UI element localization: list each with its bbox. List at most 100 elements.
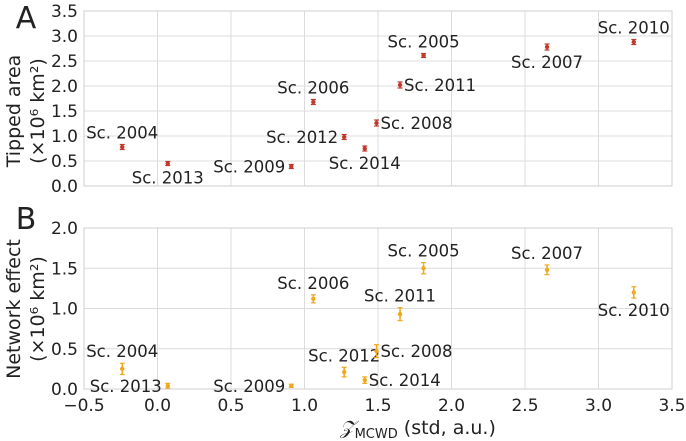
panel-b-y-axis-label-line2: (×10⁶ km²): [27, 256, 49, 362]
point-marker: [631, 39, 636, 45]
panel-b-network-effect: 0.00.51.01.52.0 −0.5 0.0 0.5 1.0 1.5 2.0 2.5 3.…: [3, 202, 686, 441]
panel-b-data-point: Sc. 2013: [90, 377, 171, 396]
point-marker: [165, 161, 170, 166]
point-label: Sc. 2009: [213, 158, 285, 177]
point-label: Sc. 2004: [86, 342, 158, 361]
panel-a-y-tick-label: 2.5: [51, 52, 78, 72]
point-label: Sc. 2013: [90, 377, 162, 396]
point-label: Sc. 2004: [86, 124, 158, 143]
panel-b-y-ticks: 0.0 0.5 1.0 1.5 2.0: [51, 219, 78, 400]
point-label: Sc. 2010: [598, 19, 670, 38]
point-label: Sc. 2006: [277, 79, 349, 98]
point-label: Sc. 2008: [381, 114, 453, 133]
panel-b-points: Sc. 2004 Sc. 2013 Sc. 2009 Sc. 2006 Sc. 2012…: [86, 242, 670, 396]
point-label: Sc. 2008: [381, 342, 453, 361]
x-tick-label: 2.5: [511, 396, 538, 416]
point-marker: [120, 366, 125, 372]
point-label: Sc. 2011: [404, 76, 476, 95]
point-label: Sc. 2007: [511, 244, 583, 263]
x-tick-label: 1.0: [291, 396, 318, 416]
point-marker: [374, 348, 379, 354]
point-marker: [289, 383, 294, 388]
panel-b-data-point: Sc. 2007: [511, 244, 583, 276]
x-tick-label: 2.0: [438, 396, 465, 416]
panel-b-letter: B: [16, 202, 37, 237]
x-tick-label: 0.5: [217, 396, 244, 416]
point-marker: [120, 144, 125, 150]
panel-a-data-point: Sc. 2008: [374, 114, 453, 133]
panel-a-data-point: Sc. 2010: [598, 19, 670, 46]
x-axis-label-symbol: 𝒵: [339, 417, 359, 439]
panel-a-tipped-area: 0.0 0.5 1.0 1.5 2.0 2.5 3.0 3.5 Sc. 2004 Sc. 201…: [3, 1, 673, 197]
x-tick-label: 3.0: [585, 396, 612, 416]
x-tick-label: −0.5: [63, 396, 104, 416]
point-label: Sc. 2013: [132, 169, 204, 188]
point-label: Sc. 2005: [388, 33, 460, 52]
panel-b-y-axis-label-line1: Network effect: [3, 239, 25, 379]
point-marker: [311, 296, 316, 302]
point-marker: [397, 311, 403, 317]
panel-b-x-ticks: −0.5 0.0 0.5 1.0 1.5 2.0 2.5 3.0 3.5: [63, 396, 685, 416]
panel-b-data-point: Sc. 2014: [362, 371, 441, 390]
panel-b-y-tick-label: 1.5: [51, 259, 78, 279]
panel-a-points: Sc. 2004 Sc. 2013 Sc. 2009 Sc. 2006 Sc. 2012…: [86, 19, 670, 188]
point-marker: [421, 266, 426, 271]
point-marker: [421, 53, 426, 58]
point-label: Sc. 2005: [388, 242, 460, 261]
panel-a-frame: [83, 10, 673, 187]
point-label: Sc. 2011: [364, 287, 436, 306]
point-marker: [289, 164, 294, 169]
panel-a-y-tick-label: 1.5: [51, 102, 78, 122]
panel-a-y-tick-label: 0.5: [51, 152, 78, 172]
point-marker: [362, 377, 367, 383]
point-marker: [544, 267, 550, 273]
panel-b-data-point: Sc. 2012: [308, 346, 380, 378]
panel-b-plot-border: [83, 227, 673, 390]
panel-a-y-axis-label-line1: Tipped area: [3, 55, 25, 169]
x-tick-label: 3.5: [658, 396, 685, 416]
panel-b-frame: [83, 227, 673, 390]
point-label: Sc. 2007: [511, 53, 583, 72]
panel-a-data-point: Sc. 2005: [388, 33, 460, 59]
panel-b-y-tick-label: 0.0: [51, 380, 78, 400]
panel-a-y-axis-label-line2: (×10⁶ km²): [27, 58, 49, 164]
panel-b-data-point: Sc. 2010: [598, 286, 670, 320]
panel-b-y-tick-label: 2.0: [51, 219, 78, 239]
panel-a-data-point: Sc. 2014: [329, 145, 401, 173]
panel-a-data-point: Sc. 2011: [397, 76, 476, 95]
point-marker: [362, 146, 367, 151]
x-axis-label: 𝒵MCWD (std, a.u.): [339, 417, 496, 441]
panel-a-y-tick-label: 2.0: [51, 77, 78, 97]
panel-a-y-tick-label: 0.0: [51, 177, 78, 197]
panel-a-data-point: Sc. 2006: [277, 79, 349, 106]
panel-b-data-point: Sc. 2009: [213, 377, 294, 396]
point-label: Sc. 2010: [598, 301, 670, 320]
panel-b-y-tick-label: 0.5: [51, 340, 78, 360]
point-label: Sc. 2014: [329, 154, 401, 173]
panel-a-y-tick-label: 3.5: [51, 2, 78, 22]
point-label: Sc. 2012: [308, 346, 380, 365]
panel-a-y-ticks: 0.0 0.5 1.0 1.5 2.0 2.5 3.0 3.5: [51, 2, 78, 197]
panel-a-y-tick-label: 3.0: [51, 27, 78, 47]
panel-b-data-point: Sc. 2008: [374, 342, 453, 361]
panel-a-letter: A: [16, 1, 37, 36]
panel-a-y-tick-label: 1.0: [51, 127, 78, 147]
point-marker: [341, 134, 347, 140]
point-marker: [341, 369, 347, 375]
panel-a-data-point: Sc. 2004: [86, 124, 158, 151]
panel-a-data-point: Sc. 2007: [511, 43, 583, 72]
point-label: Sc. 2014: [369, 371, 441, 390]
x-tick-label: 1.5: [364, 396, 391, 416]
point-label: Sc. 2012: [266, 128, 338, 147]
point-label: Sc. 2006: [277, 274, 349, 293]
point-marker: [374, 120, 379, 126]
panel-b-data-point: Sc. 2006: [277, 274, 349, 304]
point-marker: [397, 82, 403, 88]
panel-b-data-point: Sc. 2004: [86, 342, 158, 376]
panel-b-data-point: Sc. 2005: [388, 242, 460, 275]
x-axis-label-subscript: MCWD: [355, 427, 398, 441]
panel-a-plot-border: [83, 10, 673, 187]
panel-a-data-point: Sc. 2012: [266, 128, 347, 147]
point-marker: [165, 383, 170, 388]
